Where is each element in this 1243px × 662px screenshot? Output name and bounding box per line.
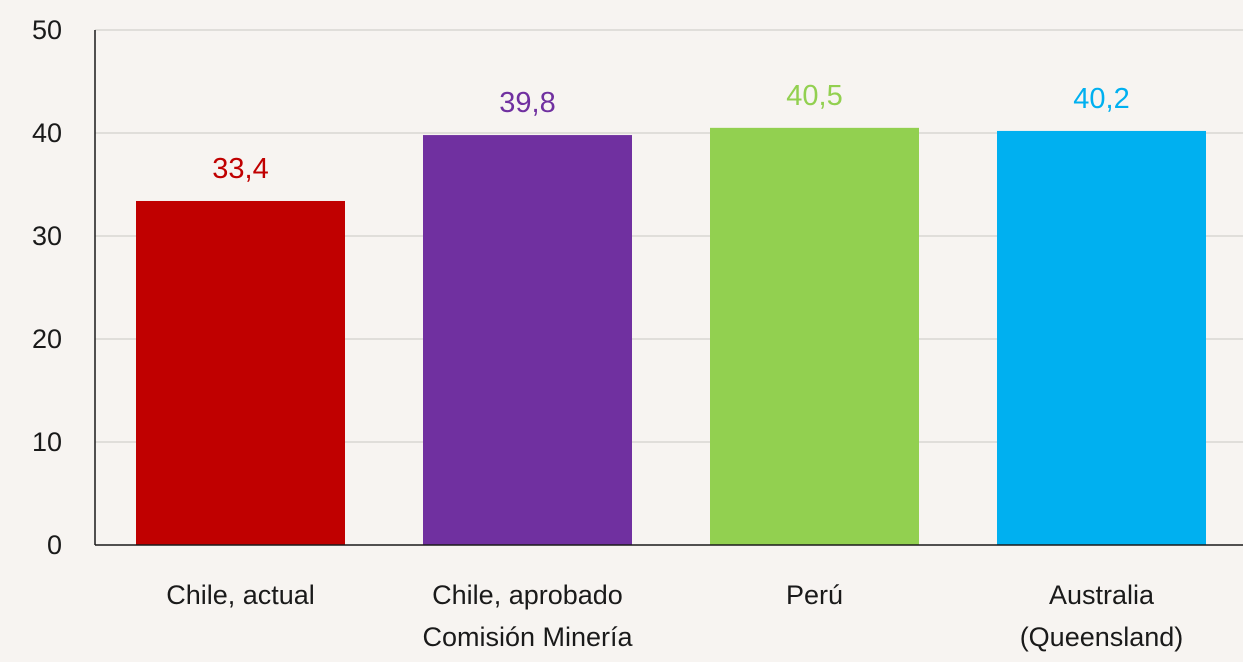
y-tick-label: 40 — [32, 118, 62, 148]
bar-value-label: 39,8 — [499, 87, 555, 119]
bar — [710, 127, 919, 545]
x-category-label: Australia — [1049, 580, 1155, 610]
y-tick-label: 50 — [32, 15, 62, 45]
category-labels: Chile, actual Chile, aprobado Comisión Min… — [166, 580, 1183, 652]
bar-value-label: 33,4 — [212, 153, 268, 185]
y-tick-label: 0 — [47, 530, 62, 560]
x-category-label: Chile, actual — [166, 580, 315, 610]
bar-value-label: 40,2 — [1073, 83, 1129, 115]
y-tick-label: 10 — [32, 427, 62, 457]
x-category-label: Perú — [786, 580, 843, 610]
y-tick-label: 20 — [32, 324, 62, 354]
y-axis-ticks: 0 10 20 30 40 50 — [32, 15, 62, 560]
x-category-label: Comisión Minería — [422, 622, 633, 652]
x-category-label: (Queensland) — [1020, 622, 1184, 652]
value-labels: 33,4 39,8 40,5 40,2 — [212, 80, 1129, 185]
bar — [136, 200, 345, 546]
y-tick-label: 30 — [32, 221, 62, 251]
bar — [423, 135, 632, 545]
x-category-label: Chile, aprobado — [432, 580, 623, 610]
axes — [94, 30, 1243, 546]
bar — [997, 130, 1206, 545]
bars — [136, 127, 1206, 546]
bar-value-label: 40,5 — [786, 80, 842, 112]
